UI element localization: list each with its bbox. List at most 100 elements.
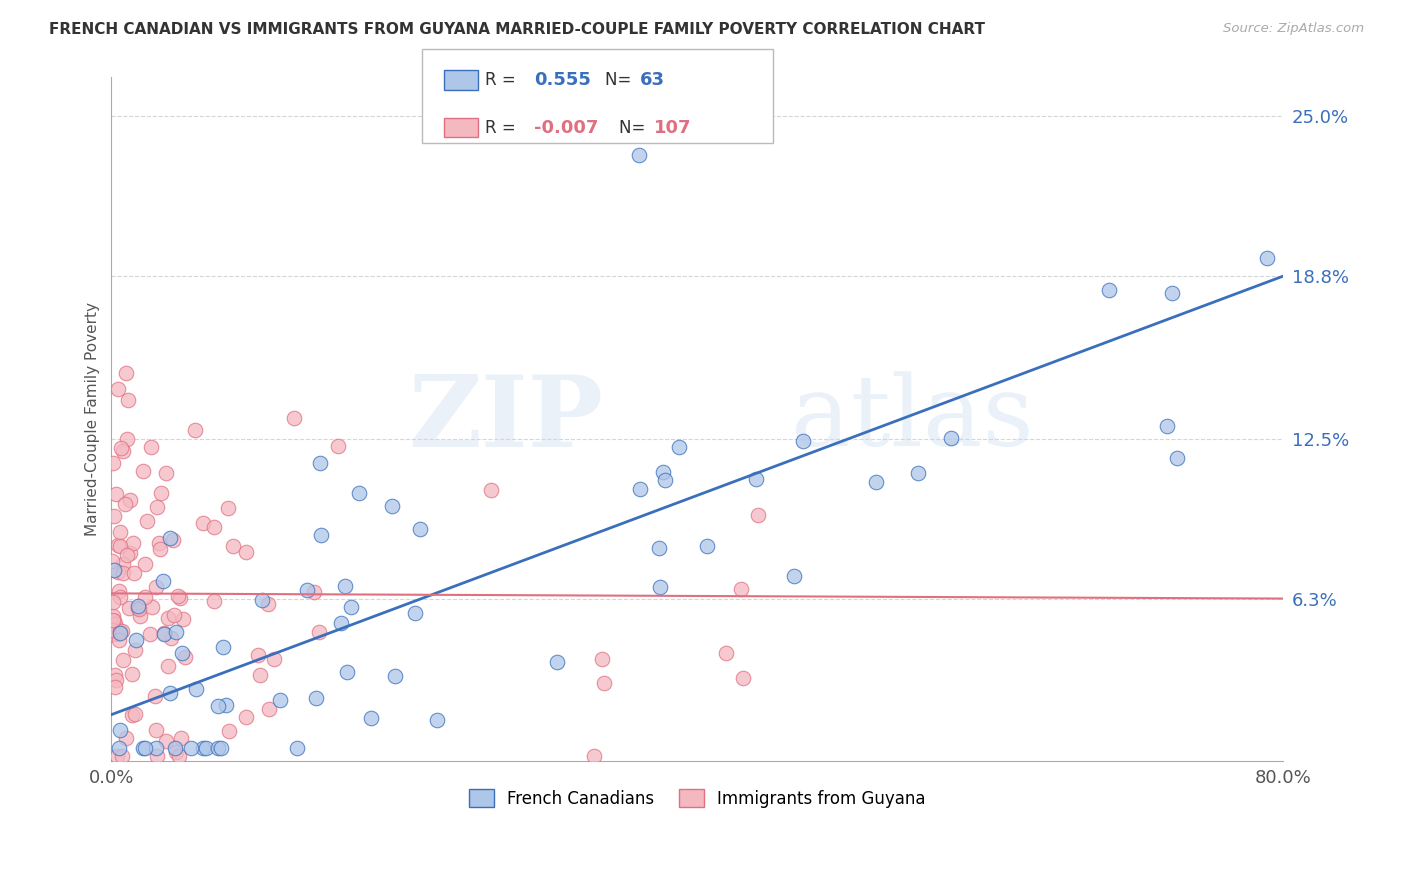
Point: [202, 593, 225, 607]
Point: [110, 442, 132, 456]
Point: [107, 565, 129, 579]
Text: N=: N=: [619, 119, 650, 136]
Point: [141, 440, 163, 454]
Point: [134, 557, 156, 571]
Point: [167, 748, 190, 763]
Point: [583, 748, 606, 763]
Point: [101, 626, 124, 640]
Point: [783, 568, 806, 582]
Point: [108, 741, 131, 756]
Point: [110, 590, 132, 604]
Point: [246, 648, 269, 662]
Point: [209, 741, 232, 756]
Point: [1161, 285, 1184, 300]
Point: [627, 148, 650, 162]
Point: [628, 482, 651, 496]
Point: [169, 591, 191, 605]
Point: [121, 707, 143, 722]
Text: 107: 107: [654, 119, 692, 136]
Text: R =: R =: [485, 119, 522, 136]
Point: [165, 625, 187, 640]
Point: [163, 741, 186, 756]
Point: [347, 485, 370, 500]
Point: [326, 439, 349, 453]
Point: [101, 595, 124, 609]
Point: [648, 541, 671, 555]
Point: [152, 574, 174, 588]
Point: [132, 741, 155, 756]
Point: [104, 668, 127, 682]
Point: [172, 612, 194, 626]
Point: [145, 500, 167, 514]
Point: [747, 508, 769, 522]
Point: [235, 544, 257, 558]
Point: [207, 698, 229, 713]
Point: [409, 522, 432, 536]
Point: [696, 539, 718, 553]
Point: [218, 724, 240, 739]
Point: [193, 516, 215, 530]
Point: [186, 681, 208, 696]
Point: [648, 580, 671, 594]
Point: [108, 624, 131, 639]
Text: -0.007: -0.007: [534, 119, 599, 136]
Point: [104, 617, 127, 632]
Point: [730, 582, 752, 596]
Point: [162, 533, 184, 547]
Point: [105, 622, 128, 636]
Point: [163, 608, 186, 623]
Point: [184, 423, 207, 437]
Point: [134, 590, 156, 604]
Point: [180, 741, 202, 756]
Point: [546, 656, 568, 670]
Point: [101, 609, 124, 624]
Point: [215, 698, 238, 712]
Point: [122, 536, 145, 550]
Point: [159, 631, 181, 645]
Point: [207, 741, 229, 756]
Point: [169, 731, 191, 746]
Point: [118, 600, 141, 615]
Point: [103, 680, 125, 694]
Point: [103, 614, 125, 628]
Point: [120, 546, 142, 560]
Point: [105, 748, 128, 763]
Point: [381, 500, 404, 514]
Point: [111, 624, 134, 638]
Point: [101, 456, 124, 470]
Text: 0.555: 0.555: [534, 71, 591, 89]
Point: [591, 652, 613, 666]
Text: atlas: atlas: [792, 371, 1033, 467]
Point: [122, 566, 145, 580]
Point: [479, 483, 502, 497]
Point: [305, 690, 328, 705]
Point: [217, 500, 239, 515]
Point: [127, 599, 149, 613]
Point: [141, 600, 163, 615]
Point: [159, 531, 181, 545]
Point: [1098, 283, 1121, 297]
Point: [120, 492, 142, 507]
Legend: French Canadians, Immigrants from Guyana: French Canadians, Immigrants from Guyana: [463, 783, 932, 814]
Point: [249, 668, 271, 682]
Point: [308, 456, 330, 470]
Point: [426, 713, 449, 727]
Point: [1256, 252, 1278, 266]
Point: [121, 667, 143, 681]
Point: [111, 443, 134, 458]
Point: [112, 653, 135, 667]
Point: [308, 625, 330, 640]
Point: [311, 528, 333, 542]
Point: [211, 640, 233, 655]
Point: [136, 515, 159, 529]
Point: [222, 540, 245, 554]
Point: [668, 440, 690, 454]
Point: [295, 582, 318, 597]
Point: [792, 434, 814, 448]
Point: [167, 590, 190, 604]
Point: [128, 602, 150, 616]
Text: 63: 63: [640, 71, 665, 89]
Point: [593, 676, 616, 690]
Point: [101, 624, 124, 638]
Text: R =: R =: [485, 71, 522, 89]
